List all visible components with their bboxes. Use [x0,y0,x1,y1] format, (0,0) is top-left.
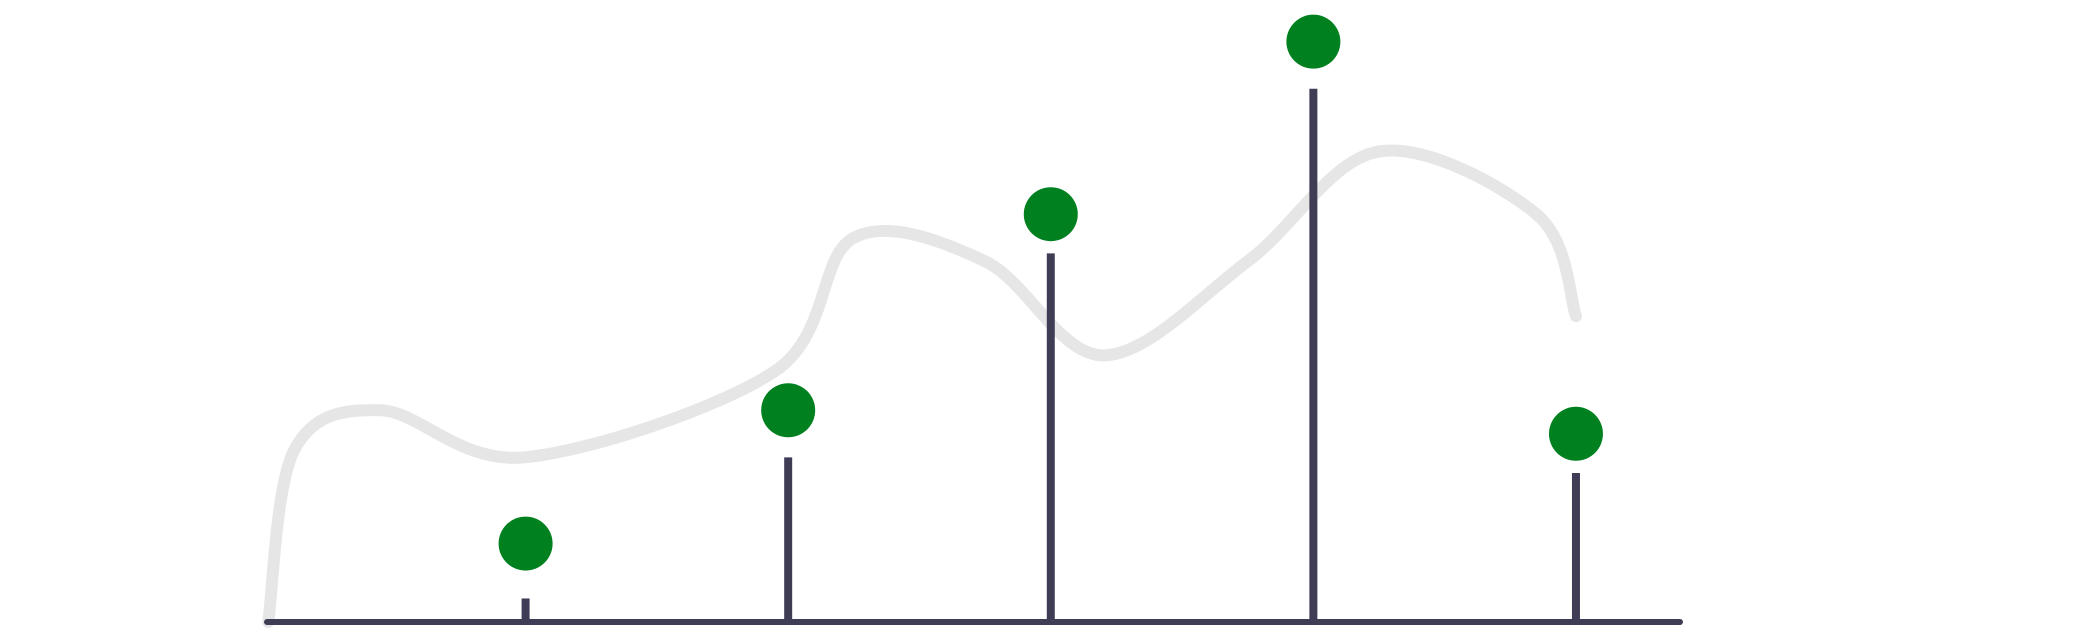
data-point-4 [1286,14,1341,69]
point-layer [498,14,1603,571]
data-point-2 [761,383,816,438]
data-point-3 [1023,187,1078,242]
data-point-1 [498,516,553,571]
trend-curve-layer [262,144,1582,628]
data-point-5 [1548,406,1603,461]
stem-layer [521,88,1580,622]
trend-curve [262,144,1582,628]
